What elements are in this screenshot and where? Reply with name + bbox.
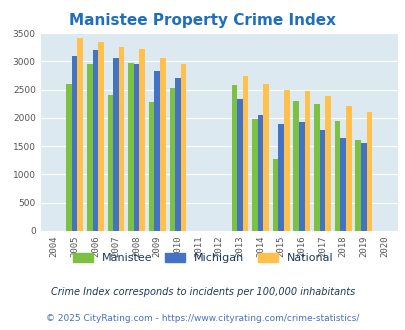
- Bar: [154, 71, 160, 231]
- Bar: [134, 64, 139, 231]
- Bar: [139, 49, 145, 231]
- Bar: [77, 38, 83, 231]
- Bar: [98, 42, 103, 231]
- Bar: [252, 119, 257, 231]
- Bar: [345, 106, 351, 231]
- Bar: [360, 143, 366, 231]
- Bar: [169, 88, 175, 231]
- Bar: [334, 121, 339, 231]
- Text: © 2025 CityRating.com - https://www.cityrating.com/crime-statistics/: © 2025 CityRating.com - https://www.city…: [46, 314, 359, 323]
- Bar: [304, 91, 309, 231]
- Bar: [87, 64, 92, 231]
- Bar: [72, 56, 77, 231]
- Bar: [324, 96, 330, 231]
- Bar: [283, 89, 289, 231]
- Bar: [242, 76, 247, 231]
- Bar: [339, 138, 345, 231]
- Bar: [180, 64, 186, 231]
- Bar: [272, 159, 278, 231]
- Text: Crime Index corresponds to incidents per 100,000 inhabitants: Crime Index corresponds to incidents per…: [51, 287, 354, 297]
- Legend: Manistee, Michigan, National: Manistee, Michigan, National: [68, 248, 337, 268]
- Bar: [128, 63, 134, 231]
- Bar: [231, 85, 237, 231]
- Bar: [175, 78, 180, 231]
- Bar: [237, 99, 242, 231]
- Bar: [257, 115, 263, 231]
- Bar: [149, 102, 154, 231]
- Bar: [107, 95, 113, 231]
- Bar: [366, 112, 371, 231]
- Bar: [66, 84, 72, 231]
- Bar: [92, 50, 98, 231]
- Bar: [160, 58, 165, 231]
- Bar: [263, 84, 268, 231]
- Bar: [113, 58, 119, 231]
- Bar: [293, 101, 298, 231]
- Bar: [313, 104, 319, 231]
- Bar: [278, 123, 283, 231]
- Bar: [319, 130, 324, 231]
- Bar: [119, 47, 124, 231]
- Bar: [354, 141, 360, 231]
- Bar: [298, 122, 304, 231]
- Text: Manistee Property Crime Index: Manistee Property Crime Index: [69, 13, 336, 28]
